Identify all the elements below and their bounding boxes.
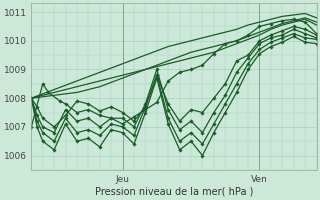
X-axis label: Pression niveau de la mer( hPa ): Pression niveau de la mer( hPa ) xyxy=(95,187,253,197)
